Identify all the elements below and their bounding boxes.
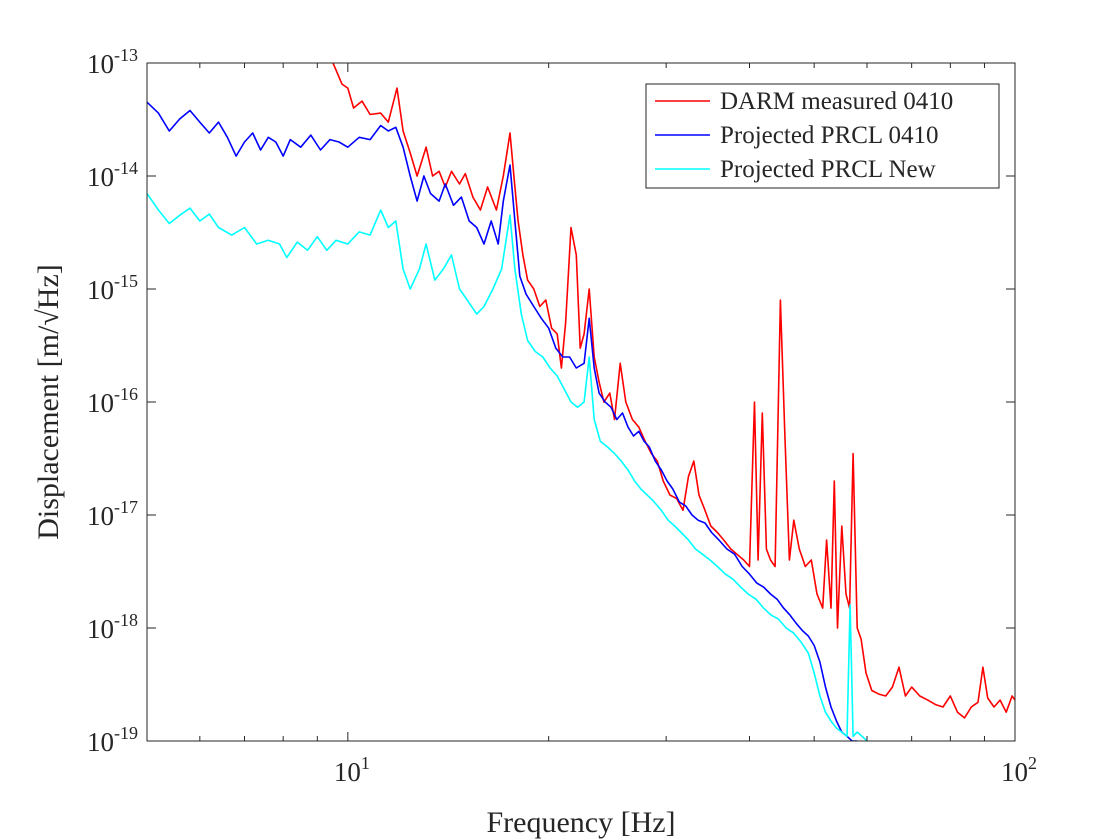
tick-label-layer: 10-13 10-14 10-15 10-16 10-17 10-18 10-19 101 10… (87, 45, 1037, 787)
x-tick-label: 101 (334, 753, 370, 787)
legend-label-1: DARM measured 0410 (720, 88, 953, 115)
series-line-1 (332, 63, 1015, 719)
y-axis-title: Displacement [m/√Hz] (32, 264, 65, 540)
x-axis-title: Frequency [Hz] (486, 806, 675, 839)
y-tick-label: 10-14 (87, 158, 138, 192)
y-tick-label: 10-17 (87, 497, 138, 531)
series-layer (147, 63, 1015, 741)
series-line-2 (147, 101, 858, 741)
y-tick-label: 10-18 (87, 610, 138, 644)
y-tick-label: 10-16 (87, 384, 138, 418)
plot-frame (146, 62, 1016, 742)
y-tick-label: 10-19 (87, 723, 138, 757)
y-tick-label: 10-13 (87, 45, 138, 79)
x-tick-label: 102 (1001, 753, 1037, 787)
y-tick-label: 10-15 (87, 271, 138, 305)
series-line-3 (147, 193, 868, 741)
legend-label-2: Projected PRCL 0410 (720, 122, 939, 149)
legend-label-3: Projected PRCL New (720, 156, 936, 183)
legend: DARM measured 0410 Projected PRCL 0410 Pro… (645, 83, 1000, 189)
